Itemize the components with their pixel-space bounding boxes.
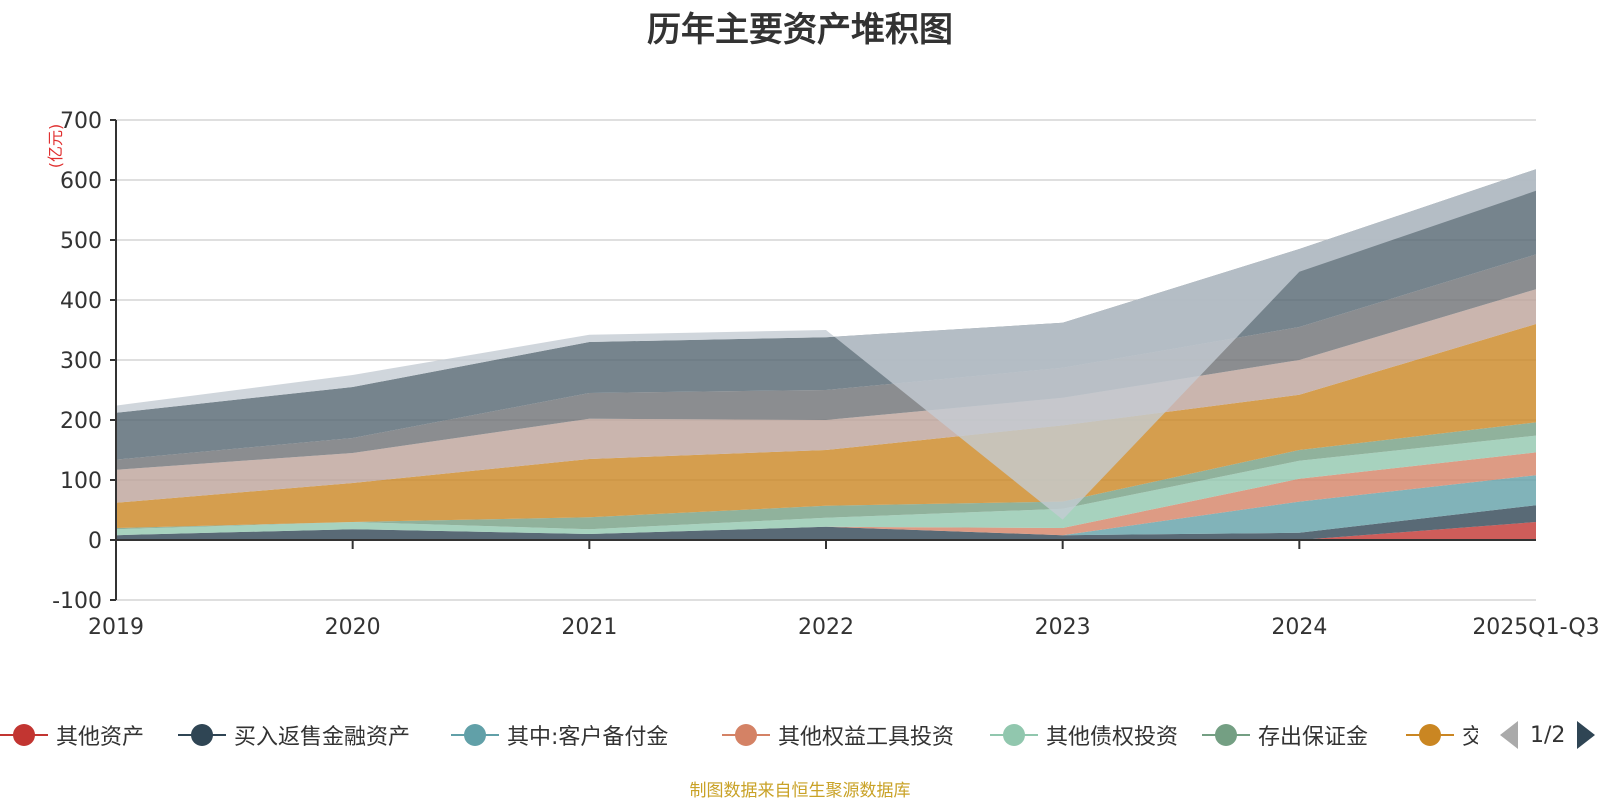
legend-label: 其他债权投资 xyxy=(1046,725,1179,750)
legend-marker-icon xyxy=(178,722,226,748)
area-series-10 xyxy=(116,169,1536,460)
x-tick-label: 2022 xyxy=(798,615,854,640)
area-series-6 xyxy=(116,422,1536,530)
chart-title: 历年主要资产堆积图 xyxy=(647,10,953,50)
legend-label: 其他权益工具投资 xyxy=(778,725,955,750)
legend-label: 其他资产 xyxy=(56,725,145,750)
area-series-2 xyxy=(116,505,1536,540)
legend-label: 交 xyxy=(1462,725,1478,750)
legend: 其他资产 买入返售金融资产 其中:客户备付金 其他权益工具投资 其他债权投资 存出保证金 交 xyxy=(0,718,1478,752)
x-tick-label: 2023 xyxy=(1035,615,1091,640)
legend-item[interactable]: 交 xyxy=(1406,718,1478,752)
legend-marker-icon xyxy=(722,722,770,748)
x-tick-label: 2024 xyxy=(1271,615,1327,640)
stacked-area-chart: -100 0 100 200 300 400 500 600 700 2019 2020 2021 20… xyxy=(46,109,1600,640)
legend-label: 存出保证金 xyxy=(1258,725,1369,750)
area-series-9 xyxy=(116,254,1536,470)
legend-marker-icon xyxy=(1202,722,1250,748)
y-tick-label: 0 xyxy=(88,529,102,554)
legend-item[interactable]: 存出保证金 xyxy=(1202,718,1368,752)
legend-item[interactable]: 其中:客户备付金 xyxy=(451,718,668,752)
y-tick-label: 200 xyxy=(60,409,102,434)
legend-item[interactable]: 其他资产 xyxy=(0,718,144,752)
y-tick-label: 400 xyxy=(60,289,102,314)
legend-marker-icon xyxy=(0,722,48,748)
y-tick-label: 500 xyxy=(60,229,102,254)
legend-marker-icon xyxy=(990,722,1038,748)
y-tick-label: -100 xyxy=(52,589,102,614)
y-tick-label: 300 xyxy=(60,349,102,374)
legend-marker-icon xyxy=(1406,722,1454,748)
area-series-4 xyxy=(116,452,1536,536)
legend-page-indicator: 1/2 xyxy=(1530,722,1566,748)
x-tick-label: 2019 xyxy=(88,615,144,640)
y-tick-label: 600 xyxy=(60,169,102,194)
area-series-1 xyxy=(116,522,1536,540)
y-tick-label: 100 xyxy=(60,469,102,494)
legend-item[interactable]: 其他债权投资 xyxy=(990,718,1178,752)
y-tick-label: 700 xyxy=(60,109,102,134)
x-tick-label: 2025Q1-Q3 xyxy=(1472,615,1599,640)
legend-prev-page-icon[interactable] xyxy=(1500,721,1518,749)
legend-pager: 1/2 xyxy=(1500,718,1596,752)
source-note: 制图数据来自恒生聚源数据库 xyxy=(689,781,911,801)
legend-next-page-icon[interactable] xyxy=(1577,721,1596,749)
area-series-5 xyxy=(116,435,1536,536)
area-series-7 xyxy=(116,324,1536,528)
x-tick-label: 2020 xyxy=(325,615,381,640)
area-series-8 xyxy=(116,289,1536,503)
legend-label: 买入返售金融资产 xyxy=(234,725,411,750)
legend-item[interactable]: 买入返售金融资产 xyxy=(178,718,410,752)
legend-label: 其中:客户备付金 xyxy=(507,725,669,750)
legend-item[interactable]: 其他权益工具投资 xyxy=(722,718,954,752)
legend-marker-icon xyxy=(451,722,499,748)
area-series-3 xyxy=(116,475,1536,536)
x-tick-label: 2021 xyxy=(561,615,617,640)
y-axis-unit-label: (亿元) xyxy=(46,124,65,169)
